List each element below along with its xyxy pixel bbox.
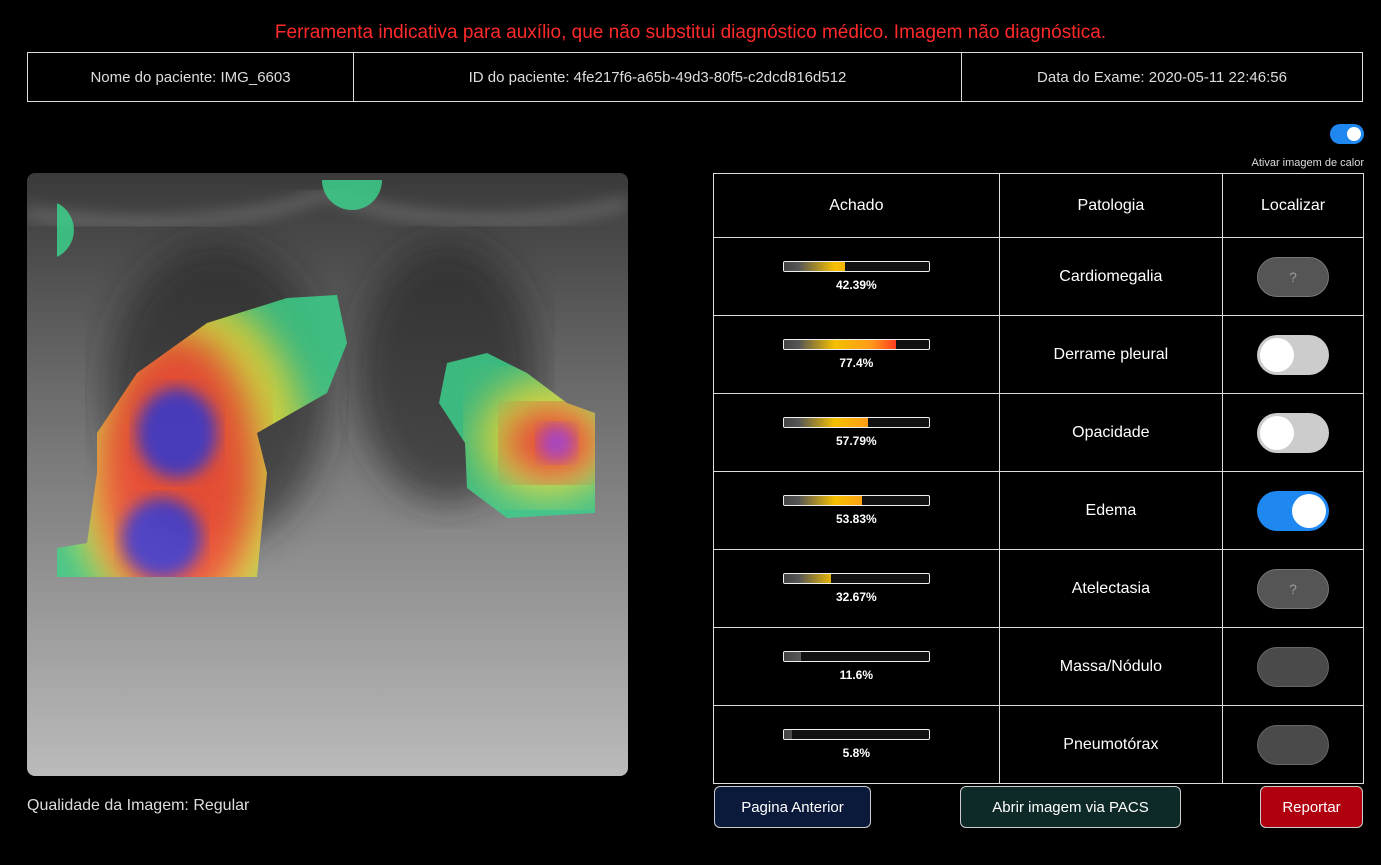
finding-cell: 57.79% bbox=[714, 394, 1000, 472]
pacs-button[interactable]: Abrir imagem via PACS bbox=[960, 786, 1181, 828]
locate-toggle[interactable] bbox=[1257, 413, 1329, 453]
column-header: Localizar bbox=[1223, 174, 1364, 238]
disclaimer: Ferramenta indicativa para auxílio, que … bbox=[0, 22, 1381, 44]
bar-gradient bbox=[784, 730, 792, 739]
page: Ferramenta indicativa para auxílio, que … bbox=[0, 0, 1381, 865]
finding-cell: 5.8% bbox=[714, 706, 1000, 784]
finding-bar bbox=[784, 652, 801, 661]
column-header: Patologia bbox=[999, 174, 1222, 238]
finding-track bbox=[783, 729, 930, 740]
locate-cell bbox=[1223, 472, 1364, 550]
finding-row: 53.83%Edema bbox=[714, 472, 1364, 550]
pathology: Massa/Nódulo bbox=[999, 628, 1222, 706]
patient-info: Nome do paciente: IMG_6603 ID do pacient… bbox=[27, 52, 1363, 102]
table-body: 42.39%Cardiomegalia?77.4%Derrame pleural… bbox=[714, 238, 1364, 784]
finding-bar bbox=[784, 340, 896, 349]
finding-track bbox=[783, 651, 930, 662]
finding-percent: 77.4% bbox=[714, 356, 999, 370]
finding-track bbox=[783, 339, 930, 350]
finding-row: 32.67%Atelectasia? bbox=[714, 550, 1364, 628]
locate-label: ? bbox=[1289, 581, 1297, 597]
bar-gradient bbox=[784, 262, 845, 271]
finding-percent: 5.8% bbox=[714, 746, 999, 760]
finding-bar bbox=[784, 574, 831, 583]
finding-bar bbox=[784, 730, 792, 739]
finding-row: 57.79%Opacidade bbox=[714, 394, 1364, 472]
report-button[interactable]: Reportar bbox=[1260, 786, 1363, 828]
locate-cell bbox=[1223, 706, 1364, 784]
column-header: Achado bbox=[714, 174, 1000, 238]
finding-bar bbox=[784, 496, 862, 505]
bar-gradient bbox=[784, 652, 801, 661]
toggle-knob bbox=[1260, 416, 1294, 450]
locate-cell bbox=[1223, 394, 1364, 472]
finding-track bbox=[783, 495, 930, 506]
xray-image bbox=[27, 173, 628, 776]
pathology: Derrame pleural bbox=[999, 316, 1222, 394]
toggle-knob bbox=[1347, 127, 1361, 141]
locate-toggle[interactable]: ? bbox=[1257, 569, 1329, 609]
previous-button[interactable]: Pagina Anterior bbox=[714, 786, 871, 828]
locate-cell bbox=[1223, 628, 1364, 706]
finding-row: 11.6%Massa/Nódulo bbox=[714, 628, 1364, 706]
locate-toggle[interactable] bbox=[1257, 491, 1329, 531]
finding-track bbox=[783, 417, 930, 428]
heatmap-toggle[interactable] bbox=[1330, 124, 1364, 144]
pathology: Edema bbox=[999, 472, 1222, 550]
bar-gradient bbox=[784, 574, 831, 583]
pathology: Pneumotórax bbox=[999, 706, 1222, 784]
finding-cell: 32.67% bbox=[714, 550, 1000, 628]
pathology: Opacidade bbox=[999, 394, 1222, 472]
patient-id: ID do paciente: 4fe217f6-a65b-49d3-80f5-… bbox=[354, 53, 962, 101]
locate-toggle bbox=[1257, 647, 1329, 687]
locate-cell bbox=[1223, 316, 1364, 394]
heatmap-label: Ativar imagem de calor bbox=[1252, 157, 1365, 169]
exam-date: Data do Exame: 2020-05-11 22:46:56 bbox=[962, 53, 1362, 101]
finding-track bbox=[783, 573, 930, 584]
finding-cell: 11.6% bbox=[714, 628, 1000, 706]
finding-track bbox=[783, 261, 930, 272]
finding-bar bbox=[784, 262, 845, 271]
pathology: Atelectasia bbox=[999, 550, 1222, 628]
patient-name: Nome do paciente: IMG_6603 bbox=[28, 53, 354, 101]
pathology: Cardiomegalia bbox=[999, 238, 1222, 316]
toggle-knob bbox=[1260, 338, 1294, 372]
locate-cell: ? bbox=[1223, 550, 1364, 628]
finding-row: 42.39%Cardiomegalia? bbox=[714, 238, 1364, 316]
locate-toggle[interactable]: ? bbox=[1257, 257, 1329, 297]
locate-label: ? bbox=[1289, 269, 1297, 285]
finding-row: 77.4%Derrame pleural bbox=[714, 316, 1364, 394]
toggle-knob bbox=[1292, 494, 1326, 528]
finding-cell: 53.83% bbox=[714, 472, 1000, 550]
bar-gradient bbox=[784, 340, 896, 349]
finding-bar bbox=[784, 418, 868, 427]
locate-toggle[interactable] bbox=[1257, 335, 1329, 375]
bar-gradient bbox=[784, 418, 868, 427]
locate-cell: ? bbox=[1223, 238, 1364, 316]
finding-cell: 77.4% bbox=[714, 316, 1000, 394]
finding-percent: 42.39% bbox=[714, 278, 999, 292]
finding-percent: 11.6% bbox=[714, 668, 999, 682]
finding-cell: 42.39% bbox=[714, 238, 1000, 316]
finding-row: 5.8%Pneumotórax bbox=[714, 706, 1364, 784]
finding-percent: 57.79% bbox=[714, 434, 999, 448]
finding-percent: 32.67% bbox=[714, 590, 999, 604]
image-quality: Qualidade da Imagem: Regular bbox=[27, 797, 249, 815]
locate-toggle bbox=[1257, 725, 1329, 765]
finding-percent: 53.83% bbox=[714, 512, 999, 526]
bar-gradient bbox=[784, 496, 862, 505]
